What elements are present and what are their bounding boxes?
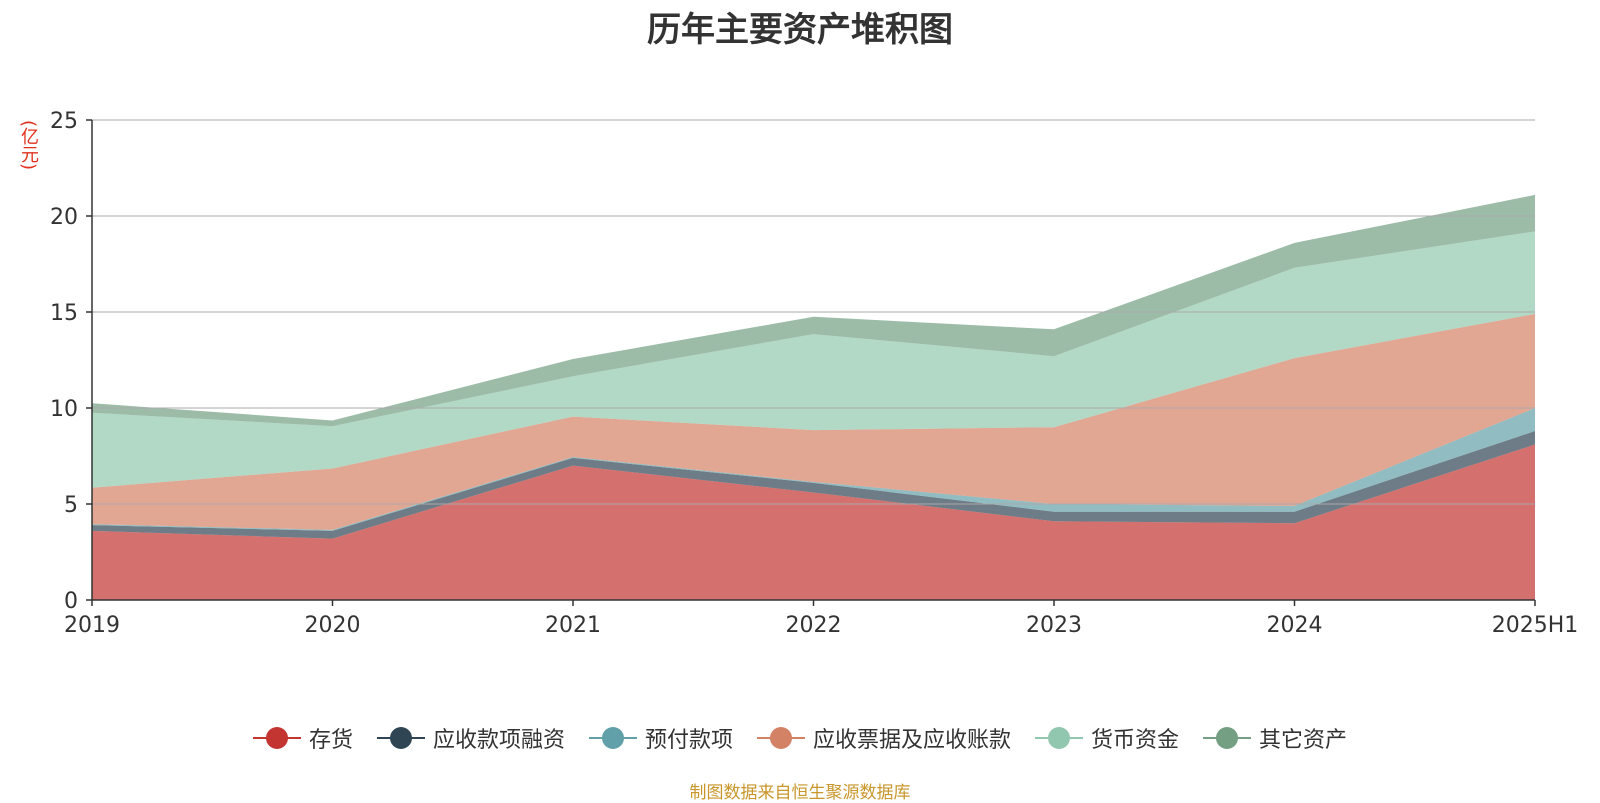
legend-label: 存货: [308, 728, 353, 753]
area-series-0: [92, 444, 1535, 600]
y-tick-label-2: 10: [50, 397, 78, 422]
area-series-4: [92, 231, 1535, 488]
y-axis-unit-label: (亿元): [18, 120, 39, 171]
area-series-1: [92, 431, 1535, 539]
area-series-3: [92, 313, 1535, 530]
chart-title: 历年主要资产堆积图: [647, 10, 953, 50]
y-tick-label-0: 0: [64, 589, 78, 614]
legend-item-1[interactable]: 应收款项融资: [376, 722, 565, 754]
legend-marker-icon: [1035, 726, 1084, 750]
legend-label: 货币资金: [1091, 728, 1180, 753]
legend-item-3[interactable]: 应收票据及应收账款: [757, 722, 1011, 754]
legend-label: 其它资产: [1259, 728, 1348, 753]
legend-item-4[interactable]: 货币资金: [1035, 722, 1179, 754]
legend-item-0[interactable]: 存货: [252, 722, 353, 754]
legend-marker-icon: [588, 726, 637, 750]
x-tick-label-1: 2020: [305, 613, 361, 638]
x-tick-label-4: 2023: [1026, 613, 1082, 638]
x-tick-label-0: 2019: [64, 613, 120, 638]
chart-legend: 存货 应收款项融资 预付款项 应收票据及应收账款 货币资金 其它资产: [0, 720, 1600, 756]
legend-label: 应收款项融资: [432, 728, 565, 753]
y-tick-label-4: 20: [50, 205, 78, 230]
legend-label: 应收票据及应收账款: [813, 728, 1012, 753]
legend-marker-icon: [757, 726, 805, 750]
legend-marker-icon: [252, 726, 301, 750]
legend-marker-icon: [376, 726, 425, 750]
legend-marker-icon: [1203, 726, 1252, 750]
y-tick-label-1: 5: [64, 493, 78, 518]
x-tick-label-2: 2021: [545, 613, 601, 638]
legend-label: 预付款项: [644, 728, 733, 753]
legend-item-2[interactable]: 预付款项: [588, 722, 733, 754]
legend-item-5[interactable]: 其它资产: [1203, 722, 1347, 754]
x-tick-label-6: 2025H1: [1492, 613, 1579, 638]
x-tick-label-3: 2022: [786, 613, 842, 638]
y-tick-label-3: 15: [50, 301, 78, 326]
data-source-note: 制图数据来自恒生聚源数据库: [689, 783, 911, 803]
x-tick-label-5: 2024: [1267, 613, 1323, 638]
y-tick-label-5: 25: [50, 109, 78, 134]
